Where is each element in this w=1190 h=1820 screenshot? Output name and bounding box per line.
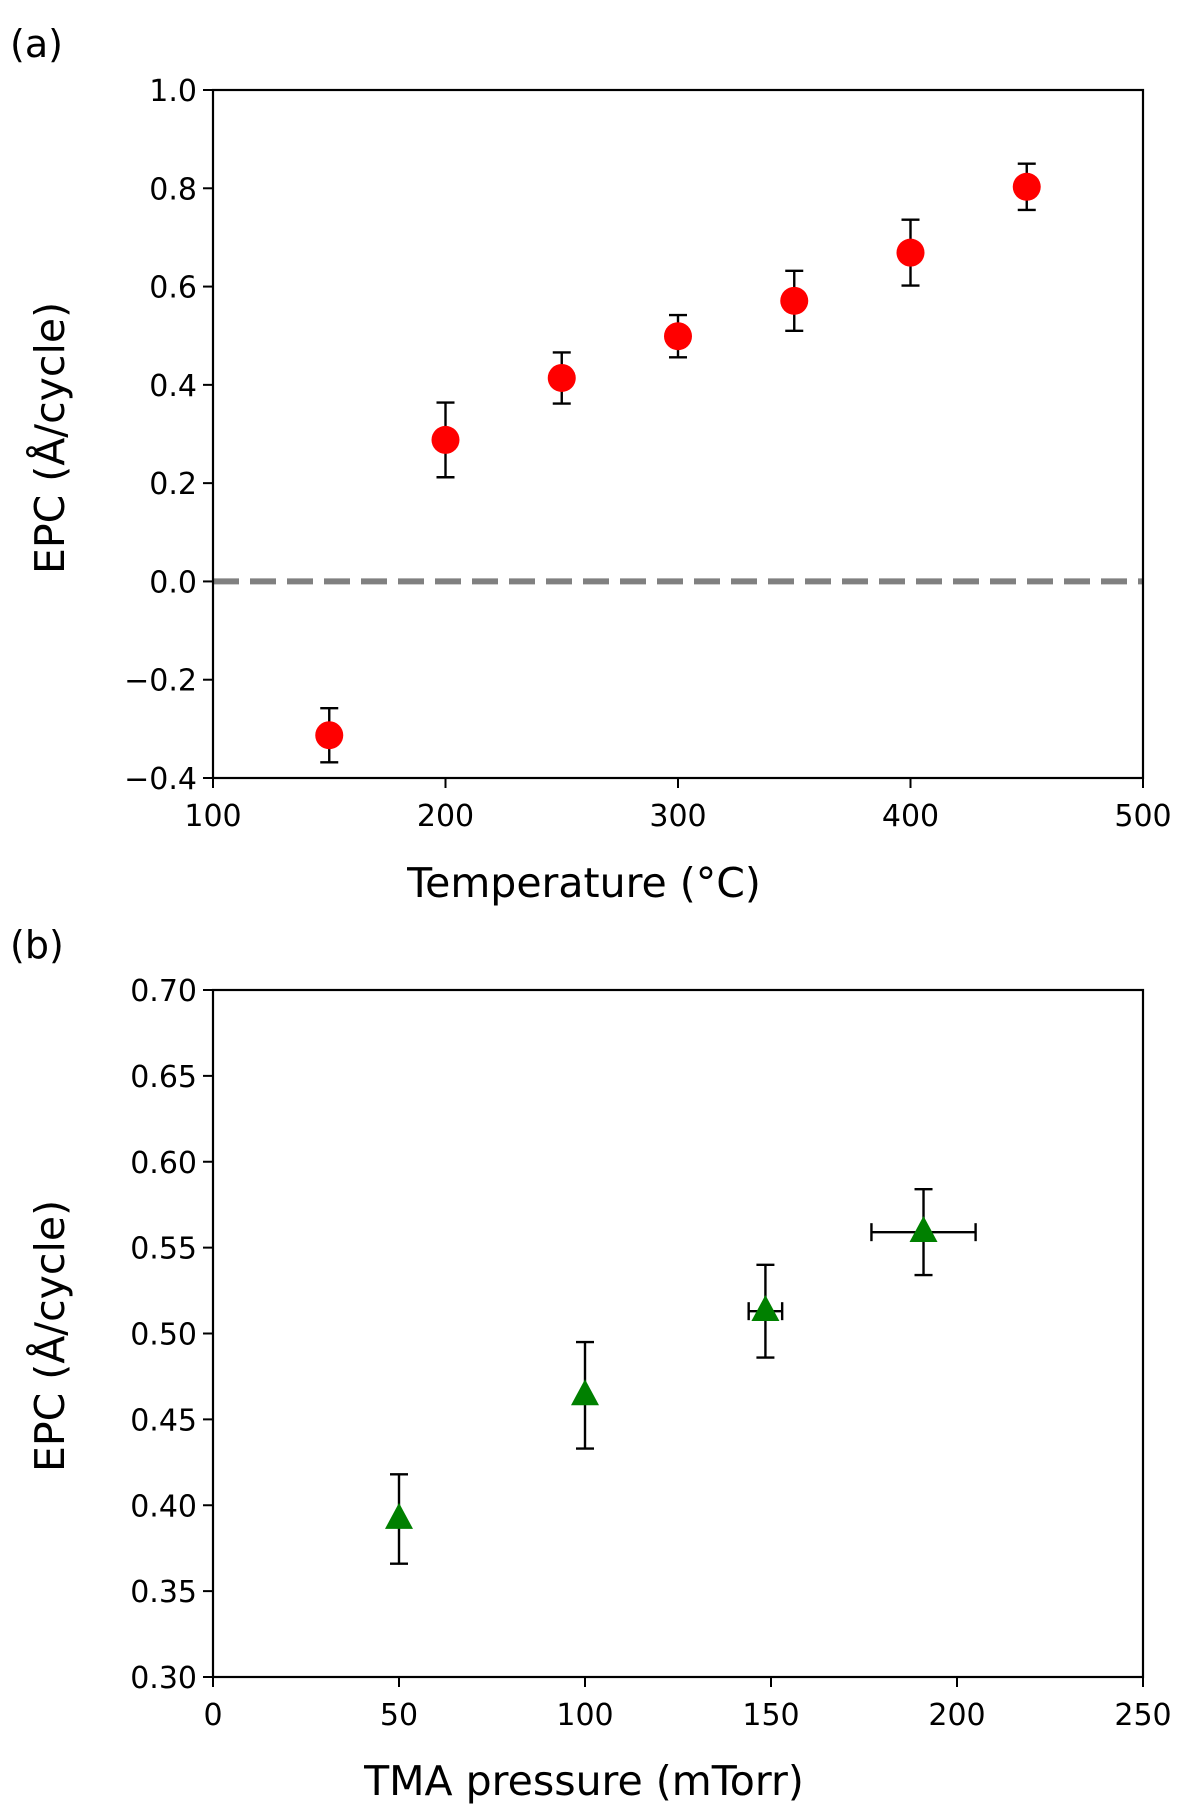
circle-marker	[1012, 172, 1041, 201]
y-tick-label: 0.8	[149, 172, 197, 207]
data-point	[547, 351, 576, 405]
y-tick-label: 1.0	[149, 74, 197, 109]
data-point	[896, 218, 925, 287]
y-tick-label: −0.4	[124, 762, 197, 797]
data-point	[571, 1340, 599, 1450]
x-tick-label: 400	[882, 799, 939, 834]
x-tick-label: 100	[184, 799, 241, 834]
y-tick-label: −0.2	[124, 664, 197, 699]
y-tick-label: 0.6	[149, 271, 197, 306]
data-point	[385, 1473, 413, 1565]
panel-b-x-axis: 0 50 100 150 200 250	[203, 1677, 1172, 1733]
data-point	[664, 313, 692, 359]
y-tick-label: 0.60	[130, 1146, 197, 1181]
x-tick-label: 150	[742, 1698, 799, 1733]
panel-b-y-axis: 0.30 0.35 0.40 0.45 0.50 0.55 0.60 0.65 0.70	[130, 974, 213, 1696]
circle-marker	[431, 425, 460, 454]
data-point	[1012, 162, 1041, 212]
x-tick-label: 200	[417, 799, 474, 834]
panel-b-data-points	[385, 1188, 977, 1565]
data-point	[870, 1188, 977, 1277]
y-tick-label: 0.55	[130, 1232, 197, 1267]
y-tick-label: 0.2	[149, 467, 197, 502]
circle-marker	[315, 721, 344, 750]
x-tick-label: 200	[928, 1698, 985, 1733]
panel-a-data-points	[315, 162, 1041, 764]
panel-a-y-axis: −0.4 −0.2 0.0 0.2 0.4 0.6 0.8 1.0	[124, 74, 213, 797]
panel-b-pressure-chart: (b) 0.30 0.35 0.40 0.45 0.50 0.55 0.60 0.65 0.70…	[10, 923, 1172, 1805]
circle-marker	[896, 238, 925, 267]
x-tick-label: 500	[1114, 799, 1171, 834]
y-tick-label: 0.40	[130, 1489, 197, 1524]
y-tick-label: 0.45	[130, 1403, 197, 1438]
panel-b-x-axis-label: TMA pressure (mTorr)	[363, 1757, 804, 1805]
panel-b-plot-frame	[211, 988, 1145, 1679]
triangle-marker	[385, 1502, 413, 1529]
circle-marker	[547, 363, 576, 392]
panel-b-y-axis-label: EPC (Å/cycle)	[26, 1200, 74, 1472]
y-tick-label: 0.70	[130, 974, 197, 1009]
y-tick-label: 0.4	[149, 369, 197, 404]
x-tick-label: 300	[649, 799, 706, 834]
triangle-marker	[571, 1379, 599, 1406]
y-tick-label: 0.65	[130, 1060, 197, 1095]
panel-a-label: (a)	[10, 22, 63, 66]
y-tick-label: 0.0	[149, 565, 197, 600]
panel-a-temperature-chart: (a) −0.4 −0.2 0.0 0.2 0.4 0.6 0.8 1.0 100 200 300…	[10, 22, 1172, 907]
triangle-marker	[751, 1295, 780, 1322]
panel-a-y-axis-label: EPC (Å/cycle)	[26, 302, 74, 574]
data-point	[431, 401, 460, 479]
x-tick-label: 50	[380, 1698, 418, 1733]
x-tick-label: 0	[203, 1698, 222, 1733]
data-point	[315, 707, 344, 764]
x-tick-label: 250	[1114, 1698, 1171, 1733]
y-tick-label: 0.50	[130, 1318, 197, 1353]
triangle-marker	[909, 1216, 938, 1243]
panel-a-x-axis: 100 200 300 400 500	[184, 778, 1172, 834]
y-tick-label: 0.35	[130, 1575, 197, 1610]
y-tick-label: 0.30	[130, 1661, 197, 1696]
circle-marker	[780, 286, 809, 315]
panel-a-plot-frame	[211, 88, 1145, 780]
data-point	[780, 269, 809, 332]
panel-b-label: (b)	[10, 923, 64, 967]
panel-a-x-axis-label: Temperature (°C)	[406, 859, 761, 907]
data-point	[747, 1263, 784, 1359]
x-tick-label: 100	[556, 1698, 613, 1733]
circle-marker	[664, 322, 692, 351]
